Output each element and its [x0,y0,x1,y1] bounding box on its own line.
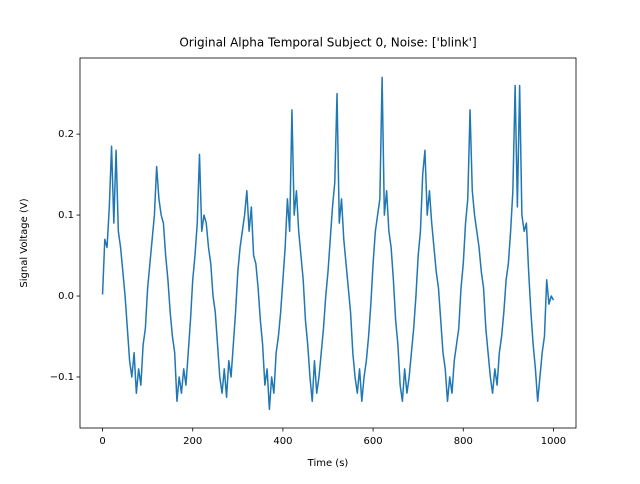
x-tick-label: 1000 [541,436,566,447]
y-tick-label: −0.1 [50,372,74,383]
x-tick-label: 0 [99,436,105,447]
x-tick-label: 400 [273,436,292,447]
y-tick-label: 0.1 [58,210,74,221]
plot-frame [79,57,577,429]
y-tick-label: 0.2 [58,129,74,140]
y-tick-label: 0.0 [58,291,74,302]
y-axis-label: Signal Voltage (V) [19,198,30,287]
data-line [101,76,555,411]
x-tick-label: 800 [454,436,473,447]
x-tick-label: 600 [364,436,383,447]
x-axis-label: Time (s) [307,458,349,469]
x-tick-label: 200 [183,436,202,447]
chart-title: Original Alpha Temporal Subject 0, Noise… [179,36,476,50]
